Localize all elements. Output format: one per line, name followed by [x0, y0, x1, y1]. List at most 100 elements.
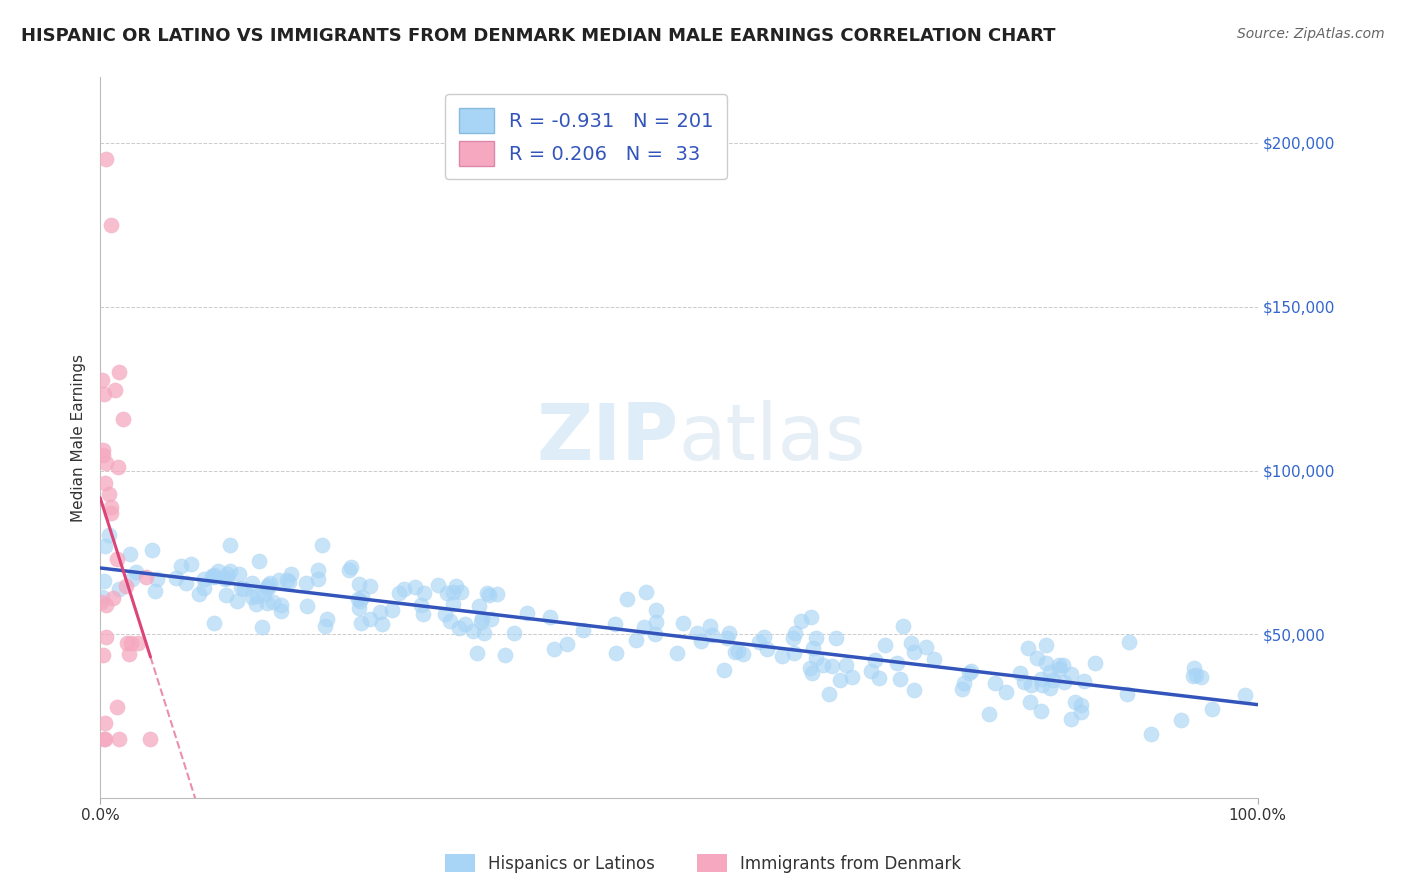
Point: [392, 582, 415, 596]
Point: [118, 647, 141, 661]
Point: [107, 582, 129, 597]
Text: HISPANIC OR LATINO VS IMMIGRANTS FROM DENMARK MEDIAN MALE EARNINGS CORRELATION C: HISPANIC OR LATINO VS IMMIGRANTS FROM DE…: [21, 27, 1056, 45]
Point: [247, 554, 270, 568]
Point: [96, 599, 118, 613]
Point: [783, 646, 806, 660]
Point: [253, 587, 276, 601]
Point: [1185, 667, 1208, 681]
Point: [957, 665, 980, 680]
Point: [1042, 673, 1064, 687]
Point: [835, 658, 858, 673]
Point: [93, 387, 115, 401]
Point: [96, 153, 118, 167]
Point: [717, 626, 740, 640]
Point: [117, 636, 139, 650]
Point: [100, 506, 122, 520]
Point: [97, 486, 120, 500]
Point: [1010, 666, 1032, 681]
Point: [404, 580, 426, 594]
Point: [873, 638, 896, 652]
Point: [804, 650, 827, 665]
Point: [724, 645, 747, 659]
Point: [381, 603, 404, 617]
Point: [1170, 713, 1192, 727]
Point: [347, 601, 370, 615]
Point: [193, 572, 215, 586]
Point: [256, 596, 278, 610]
Point: [713, 663, 735, 677]
Point: [94, 539, 117, 553]
Point: [475, 586, 498, 600]
Point: [270, 604, 292, 618]
Point: [124, 566, 146, 580]
Point: [685, 626, 707, 640]
Point: [215, 566, 238, 581]
Point: [94, 457, 117, 471]
Point: [977, 706, 1000, 721]
Point: [605, 646, 627, 660]
Point: [461, 624, 484, 638]
Point: [453, 617, 475, 632]
Point: [727, 644, 749, 658]
Point: [118, 547, 141, 561]
Point: [93, 732, 115, 747]
Point: [108, 365, 131, 379]
Point: [889, 672, 911, 686]
Point: [644, 626, 666, 640]
Point: [468, 599, 491, 613]
Point: [471, 611, 494, 625]
Point: [100, 500, 122, 515]
Legend: Hispanics or Latinos, Immigrants from Denmark: Hispanics or Latinos, Immigrants from De…: [439, 847, 967, 880]
Point: [1017, 640, 1039, 655]
Point: [170, 558, 193, 573]
Point: [672, 615, 695, 630]
Point: [307, 572, 329, 586]
Point: [1118, 635, 1140, 649]
Point: [115, 579, 138, 593]
Point: [219, 565, 242, 579]
Point: [120, 636, 142, 650]
Point: [141, 542, 163, 557]
Point: [93, 475, 115, 490]
Point: [806, 632, 828, 646]
Point: [349, 615, 371, 630]
Point: [215, 571, 238, 585]
Point: [166, 571, 188, 585]
Point: [1035, 656, 1057, 670]
Point: [841, 670, 863, 684]
Point: [821, 659, 844, 673]
Point: [1084, 656, 1107, 670]
Point: [984, 676, 1007, 690]
Point: [716, 631, 738, 645]
Point: [1115, 687, 1137, 701]
Point: [145, 572, 167, 586]
Point: [770, 649, 793, 664]
Point: [202, 569, 225, 583]
Point: [666, 646, 689, 660]
Point: [891, 619, 914, 633]
Point: [245, 598, 267, 612]
Point: [443, 598, 465, 612]
Point: [543, 641, 565, 656]
Point: [107, 459, 129, 474]
Point: [449, 621, 471, 635]
Point: [1047, 657, 1070, 672]
Point: [229, 582, 252, 596]
Point: [246, 589, 269, 603]
Point: [616, 591, 638, 606]
Point: [143, 584, 166, 599]
Point: [800, 610, 823, 624]
Point: [411, 598, 433, 612]
Point: [1073, 673, 1095, 688]
Point: [350, 590, 373, 604]
Point: [1039, 681, 1062, 696]
Point: [388, 586, 411, 600]
Point: [228, 567, 250, 582]
Point: [259, 575, 281, 590]
Point: [256, 581, 278, 595]
Point: [960, 664, 983, 678]
Point: [731, 647, 754, 661]
Point: [1026, 651, 1049, 665]
Point: [1064, 695, 1087, 709]
Point: [108, 732, 131, 747]
